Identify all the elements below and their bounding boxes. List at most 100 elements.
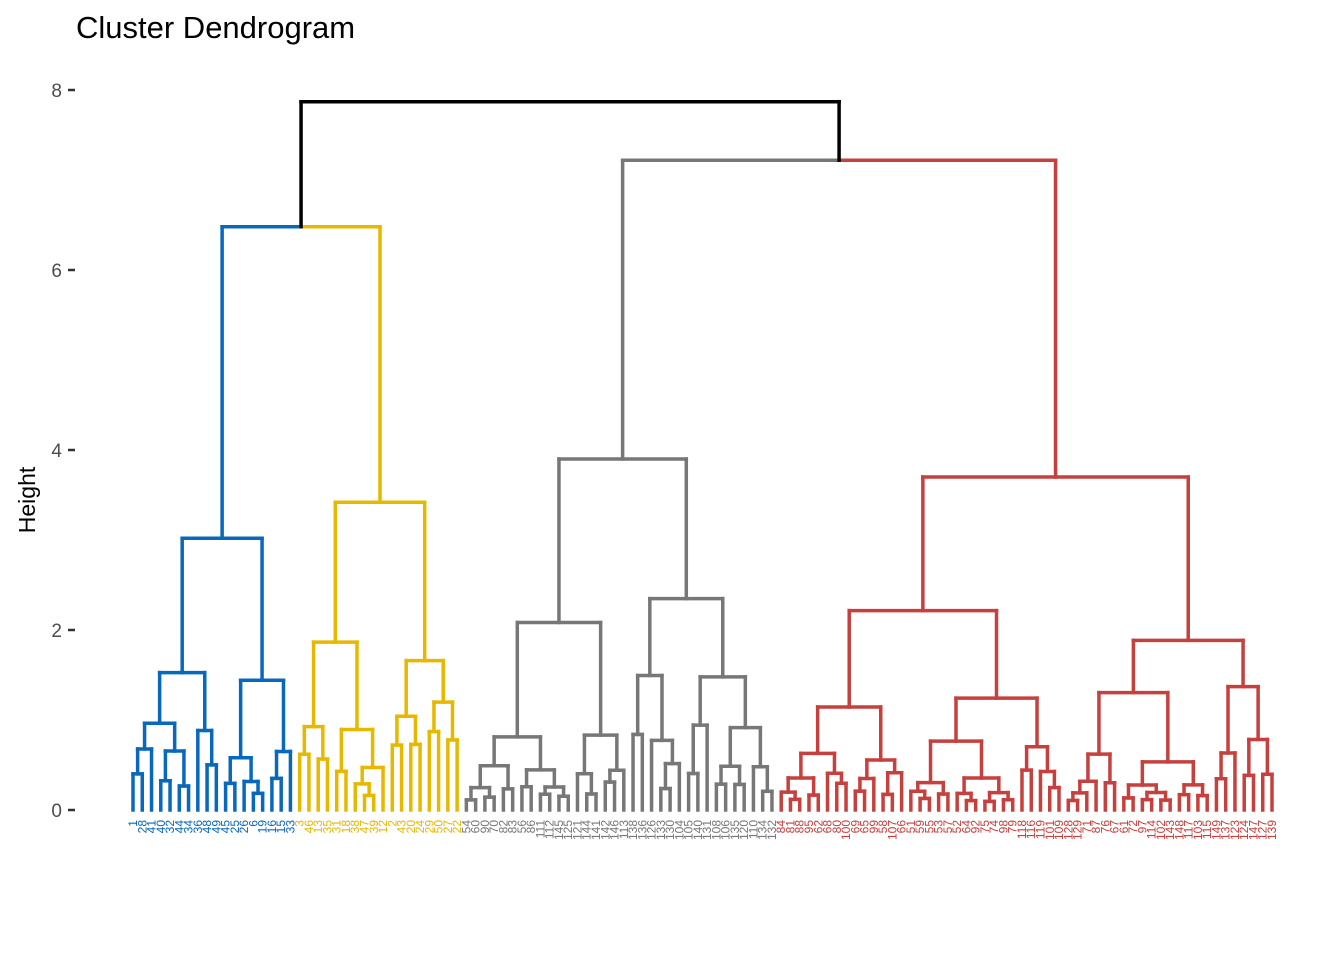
- leaf-label: 51: [904, 820, 918, 834]
- leaf-label: 25: [228, 820, 242, 834]
- leaf-label: 99: [867, 820, 881, 834]
- leaf-label: 132: [765, 820, 779, 840]
- leaf-label: 72: [1126, 820, 1140, 834]
- leaf-label: 35: [320, 820, 334, 834]
- leaf-label: 1: [126, 820, 140, 827]
- leaf-label: 121: [570, 820, 584, 840]
- leaf-label: 135: [728, 820, 742, 840]
- leaf-label: 66: [895, 820, 909, 834]
- leaf-label: 54: [459, 820, 473, 834]
- leaf-label: 6: [246, 820, 260, 827]
- leaf-label: 98: [996, 820, 1010, 834]
- leaf-label: 144: [580, 820, 594, 840]
- leaf-label: 20: [404, 820, 418, 834]
- leaf-label: 16: [265, 820, 279, 834]
- leaf-label: 43: [395, 820, 409, 834]
- leaf-label: 67: [1108, 820, 1122, 834]
- y-tick-label: 2: [51, 621, 62, 642]
- leaf-label: 107: [885, 820, 899, 840]
- leaf-label: 62: [811, 820, 825, 834]
- leaf-label: 108: [709, 820, 723, 840]
- leaf-label: 71: [1080, 820, 1094, 834]
- leaf-label: 19: [256, 820, 270, 834]
- leaf-label: 32: [163, 820, 177, 834]
- leaf-label: 142: [598, 820, 612, 840]
- leaf-label: 69: [848, 820, 862, 834]
- leaf-label: 84: [774, 820, 788, 834]
- leaf-label: 31: [330, 820, 344, 834]
- leaf-label: 102: [1154, 820, 1168, 840]
- leaf-label: 118: [1015, 820, 1029, 839]
- y-tick-label: 8: [51, 81, 62, 102]
- leaf-label: 61: [1117, 820, 1131, 834]
- leaf-label: 81: [783, 820, 797, 834]
- leaf-label: 39: [367, 820, 381, 834]
- y-axis-label: Height: [14, 466, 40, 533]
- leaf-label: 2: [385, 820, 399, 827]
- leaf-label: 70: [487, 820, 501, 834]
- leaf-label: 113: [617, 820, 631, 839]
- leaf-label: 110: [746, 820, 760, 839]
- leaf-label: 115: [1200, 820, 1214, 839]
- leaf-label: 79: [1006, 820, 1020, 834]
- leaf-label: 38: [348, 820, 362, 834]
- leaf-label: 41: [145, 820, 159, 834]
- leaf-label: 86: [524, 820, 538, 834]
- leaf-label: 22: [450, 820, 464, 834]
- leaf-label: 57: [941, 820, 955, 834]
- leaf-label: 130: [663, 820, 677, 840]
- leaf-label: 83: [506, 820, 520, 834]
- leaf-label: 120: [737, 820, 751, 840]
- leaf-label: 146: [608, 820, 622, 840]
- leaf-label: 129: [1071, 820, 1085, 840]
- y-tick-label: 0: [51, 801, 62, 822]
- leaf-label: 117: [1182, 820, 1196, 839]
- leaf-label: 56: [515, 820, 529, 834]
- leaf-label: 128: [1061, 820, 1075, 840]
- leaf-label: 114: [1145, 820, 1159, 839]
- leaf-label: 36: [191, 820, 205, 834]
- leaf-label: 105: [682, 820, 696, 840]
- y-axis: 0 2 4 6 8: [51, 81, 75, 822]
- leaf-label: 59: [913, 820, 927, 834]
- leaf-label: 116: [1024, 820, 1038, 839]
- leaf-label: 139: [1265, 820, 1279, 840]
- leaf-label: 112: [543, 820, 557, 839]
- leaf-label: 45: [219, 820, 233, 834]
- leaf-label: 24: [413, 820, 427, 834]
- leaf-label: 149: [1209, 820, 1223, 840]
- chart-title: Cluster Dendrogram: [76, 10, 356, 45]
- leaf-label: 109: [1052, 820, 1066, 840]
- leaf-label: 136: [635, 820, 649, 840]
- leaf-label: 88: [793, 820, 807, 834]
- leaf-label: 119: [1033, 820, 1047, 839]
- leaf-label: 145: [552, 820, 566, 840]
- leaf-label: 33: [283, 820, 297, 834]
- leaf-labels: 1284140324434364849452526619161533346133…: [126, 820, 1279, 840]
- leaf-label: 133: [654, 820, 668, 840]
- leaf-label: 137: [1219, 820, 1233, 840]
- leaf-label: 49: [209, 820, 223, 834]
- leaf-label: 97: [1135, 820, 1149, 834]
- leaf-label: 48: [200, 820, 214, 834]
- leaf-label: 26: [237, 820, 251, 834]
- leaf-label: 15: [274, 820, 288, 834]
- leaf-label: 3: [293, 820, 307, 827]
- leaf-label: 76: [1098, 820, 1112, 834]
- leaf-label: 50: [432, 820, 446, 834]
- leaf-label: 82: [496, 820, 510, 834]
- leaf-label: 28: [135, 820, 149, 834]
- leaf-label: 95: [802, 820, 816, 834]
- leaf-label: 104: [672, 820, 686, 840]
- leaf-label: 65: [858, 820, 872, 834]
- leaf-label: 125: [561, 820, 575, 840]
- leaf-label: 123: [1228, 820, 1242, 840]
- leaf-label: 101: [1043, 820, 1057, 840]
- leaf-label: 126: [645, 820, 659, 840]
- leaf-label: 34: [182, 820, 196, 834]
- leaf-label: 40: [154, 820, 168, 834]
- y-tick-label: 6: [51, 261, 62, 282]
- leaf-label: 58: [876, 820, 890, 834]
- leaf-label: 127: [1256, 820, 1270, 840]
